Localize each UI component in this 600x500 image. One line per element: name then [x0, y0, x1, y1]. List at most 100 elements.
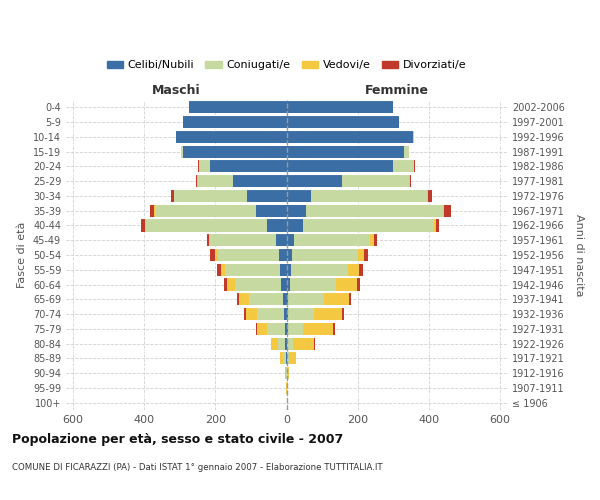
Bar	[210, 234, 276, 246]
Bar	[247, 190, 287, 202]
Text: COMUNE DI FICARAZZI (PA) - Dati ISTAT 1° gennaio 2007 - Elaborazione TUTTITALIA.: COMUNE DI FICARAZZI (PA) - Dati ISTAT 1°…	[12, 462, 383, 471]
Bar	[333, 323, 335, 335]
Bar	[289, 352, 296, 364]
Bar	[224, 278, 227, 290]
Bar	[286, 338, 287, 349]
Bar	[336, 278, 357, 290]
Bar	[174, 190, 175, 202]
Bar	[141, 220, 145, 232]
Bar	[287, 367, 289, 379]
Bar	[370, 234, 374, 246]
Bar	[267, 323, 285, 335]
Bar	[286, 352, 287, 364]
Bar	[290, 278, 336, 290]
Bar	[287, 190, 311, 202]
Bar	[347, 264, 359, 276]
Bar	[283, 352, 286, 364]
Bar	[175, 190, 247, 202]
Bar	[215, 249, 218, 261]
Bar	[225, 264, 280, 276]
Bar	[238, 293, 239, 306]
Bar	[176, 131, 287, 143]
Bar	[398, 116, 399, 128]
Bar	[209, 234, 210, 246]
Bar	[287, 102, 393, 114]
Bar	[283, 293, 287, 306]
Bar	[171, 190, 174, 202]
Bar	[287, 352, 289, 364]
Bar	[288, 293, 324, 306]
Bar	[287, 220, 302, 232]
Bar	[444, 204, 451, 217]
Bar	[257, 323, 267, 335]
Bar	[284, 308, 287, 320]
Bar	[197, 175, 233, 187]
Bar	[221, 264, 225, 276]
Bar	[199, 160, 210, 172]
Bar	[404, 146, 409, 158]
Bar	[285, 323, 287, 335]
Bar	[218, 249, 278, 261]
Bar	[287, 204, 306, 217]
Bar	[287, 116, 398, 128]
Bar	[217, 264, 221, 276]
Bar	[291, 264, 347, 276]
Bar	[145, 220, 146, 232]
Bar	[293, 338, 314, 349]
Bar	[256, 204, 287, 217]
Bar	[341, 175, 409, 187]
Bar	[211, 249, 215, 261]
Bar	[154, 204, 155, 217]
Text: Maschi: Maschi	[152, 84, 200, 97]
Bar	[227, 278, 235, 290]
Bar	[280, 352, 283, 364]
Bar	[311, 190, 427, 202]
Bar	[287, 308, 288, 320]
Y-axis label: Fasce di età: Fasce di età	[17, 222, 27, 288]
Bar	[287, 131, 413, 143]
Bar	[146, 220, 267, 232]
Bar	[249, 293, 283, 306]
Bar	[287, 293, 288, 306]
Bar	[434, 220, 436, 232]
Bar	[257, 308, 284, 320]
Bar	[287, 278, 290, 290]
Bar	[207, 234, 209, 246]
Bar	[357, 278, 360, 290]
Bar	[364, 249, 368, 261]
Bar	[287, 160, 393, 172]
Legend: Celibi/Nubili, Coniugati/e, Vedovi/e, Divorziati/e: Celibi/Nubili, Coniugati/e, Vedovi/e, Di…	[102, 56, 471, 75]
Bar	[410, 175, 412, 187]
Bar	[349, 293, 351, 306]
Bar	[198, 160, 199, 172]
Bar	[184, 146, 287, 158]
Bar	[306, 204, 443, 217]
Bar	[314, 308, 341, 320]
Bar	[155, 204, 256, 217]
Bar	[256, 323, 257, 335]
Bar	[150, 204, 154, 217]
Bar	[287, 338, 293, 349]
Bar	[436, 220, 439, 232]
Bar	[239, 293, 249, 306]
Bar	[358, 249, 364, 261]
Bar	[271, 338, 278, 349]
Bar	[286, 367, 287, 379]
Bar	[293, 234, 370, 246]
Bar	[245, 308, 257, 320]
Bar	[287, 146, 404, 158]
Bar	[413, 131, 414, 143]
Bar	[359, 264, 364, 276]
Bar	[210, 160, 287, 172]
Bar	[287, 264, 291, 276]
Text: Popolazione per età, sesso e stato civile - 2007: Popolazione per età, sesso e stato civil…	[12, 432, 343, 446]
Bar	[188, 102, 287, 114]
Bar	[276, 234, 287, 246]
Bar	[427, 190, 428, 202]
Bar	[302, 323, 333, 335]
Bar	[287, 249, 292, 261]
Bar	[244, 308, 245, 320]
Bar	[374, 234, 377, 246]
Bar	[235, 278, 281, 290]
Bar	[181, 146, 184, 158]
